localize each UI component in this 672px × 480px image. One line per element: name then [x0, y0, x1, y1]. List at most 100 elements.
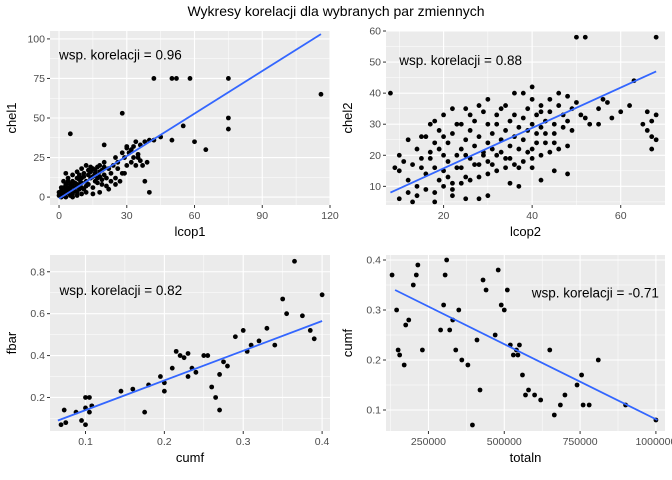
x-tick-label: 120 [321, 210, 339, 222]
data-point [432, 190, 438, 195]
data-point [410, 162, 415, 168]
y-tick-label: 0.2 [30, 392, 45, 404]
data-point [472, 143, 477, 149]
data-point [494, 152, 500, 158]
data-point [534, 112, 539, 118]
data-point [582, 34, 588, 40]
data-point [467, 128, 473, 133]
data-point [248, 342, 254, 348]
data-point [173, 348, 179, 354]
data-point [115, 166, 121, 172]
data-point [450, 180, 455, 186]
x-tick-label: 750000 [563, 436, 598, 448]
data-point [529, 121, 535, 127]
y-axis-title: cumf [340, 329, 355, 358]
data-point [432, 118, 438, 124]
data-point [432, 140, 438, 146]
data-point [551, 140, 557, 146]
y-tick-label: 25 [33, 152, 45, 164]
x-axis-title: cumf [176, 450, 205, 465]
data-point [501, 307, 507, 313]
data-point [507, 143, 513, 149]
data-point [181, 355, 187, 361]
data-point [507, 118, 513, 124]
data-point [649, 118, 655, 124]
data-point [225, 363, 230, 369]
data-point [556, 103, 562, 108]
data-point [520, 90, 526, 96]
data-point [454, 165, 460, 171]
data-point [481, 109, 486, 115]
x-tick-label: 90 [256, 210, 268, 222]
data-point [485, 121, 491, 127]
data-point [578, 112, 584, 118]
data-point [463, 106, 469, 112]
data-point [476, 134, 482, 140]
y-tick-label: 0.2 [366, 355, 381, 367]
data-point [472, 118, 477, 124]
data-point [444, 257, 450, 263]
data-point [476, 103, 482, 108]
data-point [61, 407, 67, 413]
y-tick-label: 0.1 [366, 405, 381, 417]
data-point [523, 392, 528, 398]
data-point [284, 311, 290, 317]
data-point [388, 90, 393, 96]
data-point [644, 109, 650, 115]
data-point [99, 182, 105, 187]
data-point [653, 112, 659, 118]
data-point [557, 402, 563, 408]
data-point [419, 134, 424, 140]
data-point [458, 180, 464, 186]
regression-line [390, 70, 657, 194]
data-point [450, 106, 455, 112]
data-point [516, 146, 522, 152]
data-point [81, 186, 87, 192]
data-point [438, 327, 443, 333]
data-point [441, 112, 446, 118]
data-point [485, 140, 491, 146]
data-point [504, 287, 510, 293]
data-point [193, 369, 199, 375]
data-point [456, 307, 462, 313]
data-point [185, 351, 191, 356]
data-point [95, 175, 100, 181]
data-point [516, 183, 522, 189]
data-point [117, 178, 123, 184]
data-point [209, 384, 215, 390]
data-point [217, 407, 222, 413]
regression-line [394, 289, 658, 421]
data-point [292, 258, 297, 264]
data-point [489, 131, 495, 136]
data-point [474, 337, 480, 343]
data-point [432, 165, 438, 171]
data-point [65, 175, 71, 181]
data-point [547, 347, 553, 353]
data-point [101, 142, 107, 148]
data-point [256, 338, 262, 344]
data-point [414, 146, 420, 152]
data-point [445, 174, 451, 180]
page-title: Wykresy korelacji dla wybranych par zmie… [187, 3, 485, 19]
data-point [83, 395, 88, 400]
data-point [101, 164, 107, 170]
data-point [185, 374, 191, 379]
data-point [410, 199, 415, 205]
data-point [556, 146, 562, 152]
x-axis-title: lcop2 [510, 224, 541, 239]
data-point [392, 165, 398, 171]
data-point [225, 76, 231, 81]
correlation-annotation: wsp. korelacji = 0.88 [398, 53, 522, 68]
data-point [644, 128, 650, 133]
data-point [489, 162, 495, 168]
data-point [560, 124, 566, 130]
data-point [124, 163, 130, 168]
data-point [395, 347, 401, 353]
data-point [432, 199, 438, 205]
data-point [135, 151, 141, 157]
data-point [394, 307, 400, 313]
data-point [551, 121, 557, 127]
data-point [538, 124, 544, 130]
data-point [477, 387, 483, 393]
data-point [174, 76, 179, 81]
